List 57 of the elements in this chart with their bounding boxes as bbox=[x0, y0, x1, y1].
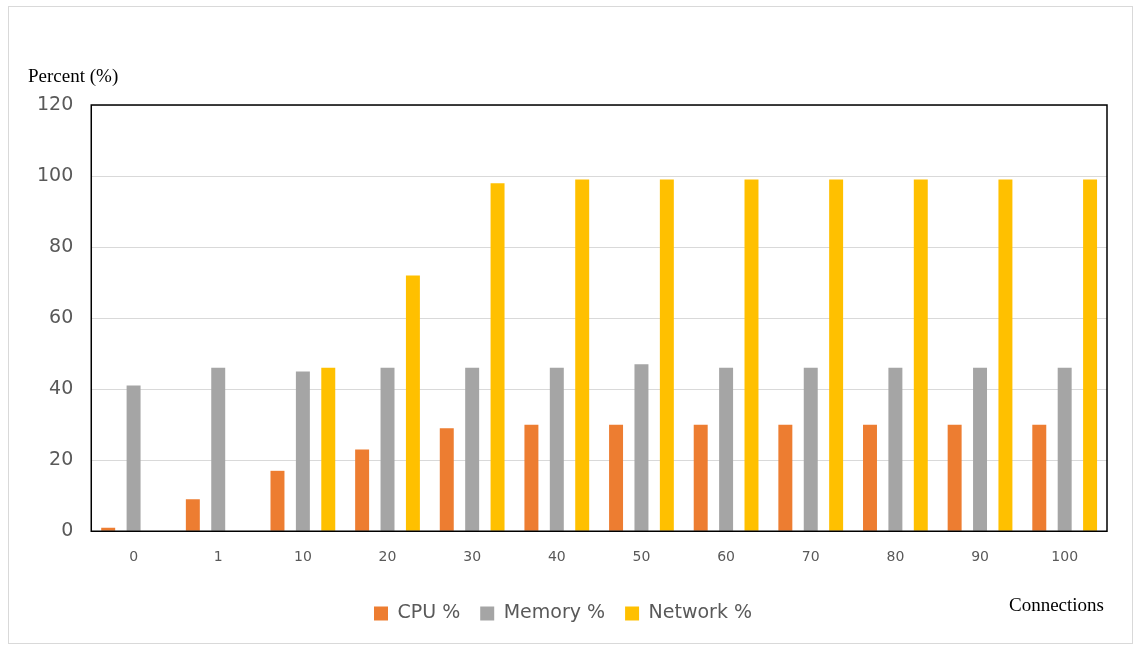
bar bbox=[998, 179, 1013, 531]
y-tick-label: 80 bbox=[49, 234, 74, 256]
bar bbox=[744, 179, 759, 531]
x-tick-label: 70 bbox=[801, 548, 820, 565]
bar bbox=[1057, 367, 1072, 531]
bar bbox=[1083, 179, 1098, 531]
x-tick-label: 100 bbox=[1051, 548, 1079, 565]
bar bbox=[355, 449, 370, 531]
x-tick-label: 30 bbox=[463, 548, 482, 565]
y-tick-label: 60 bbox=[49, 305, 74, 328]
bar bbox=[465, 367, 480, 531]
bar bbox=[973, 367, 988, 531]
y-axis-title: Percent (%) bbox=[28, 65, 119, 88]
x-tick-label: 40 bbox=[547, 548, 566, 565]
bar bbox=[863, 424, 877, 531]
bar bbox=[380, 367, 395, 531]
x-tick-label: 50 bbox=[632, 548, 651, 565]
bar bbox=[609, 424, 624, 531]
bar bbox=[888, 367, 903, 531]
x-tick-label: 10 bbox=[293, 548, 312, 565]
y-tick-label: 20 bbox=[49, 447, 74, 470]
x-tick-label: 0 bbox=[129, 548, 139, 565]
bar bbox=[126, 385, 141, 531]
bar bbox=[295, 371, 310, 531]
bar bbox=[185, 499, 200, 531]
bar bbox=[575, 179, 590, 531]
bar bbox=[405, 275, 420, 531]
bar bbox=[211, 367, 226, 531]
bar bbox=[778, 424, 793, 531]
y-tick-label: 40 bbox=[49, 376, 74, 399]
bar bbox=[659, 179, 674, 531]
bar bbox=[490, 183, 505, 531]
legend-label: Memory % bbox=[503, 600, 606, 623]
bar bbox=[947, 424, 962, 531]
legend-label: CPU % bbox=[397, 600, 461, 623]
bar bbox=[439, 428, 454, 531]
bar bbox=[549, 367, 564, 531]
y-tick-label: 120 bbox=[37, 91, 74, 114]
bar bbox=[719, 367, 734, 531]
bar bbox=[693, 424, 708, 531]
x-axis-title: Connections bbox=[1009, 593, 1104, 615]
x-tick-label: 90 bbox=[971, 548, 989, 565]
bar bbox=[1032, 424, 1047, 531]
y-tick-label: 0 bbox=[61, 518, 74, 541]
bar bbox=[321, 367, 336, 531]
y-tick-label: 100 bbox=[37, 162, 74, 185]
bar bbox=[913, 179, 928, 531]
x-tick-label: 80 bbox=[886, 548, 905, 565]
x-tick-label: 60 bbox=[717, 548, 736, 565]
bar bbox=[803, 367, 818, 531]
x-tick-label: 1 bbox=[213, 548, 223, 565]
legend-label: Network % bbox=[648, 600, 753, 623]
bar bbox=[270, 470, 285, 531]
bar bbox=[524, 424, 539, 531]
bar bbox=[634, 364, 649, 531]
x-tick-label: 20 bbox=[378, 548, 397, 565]
bar bbox=[829, 179, 844, 531]
